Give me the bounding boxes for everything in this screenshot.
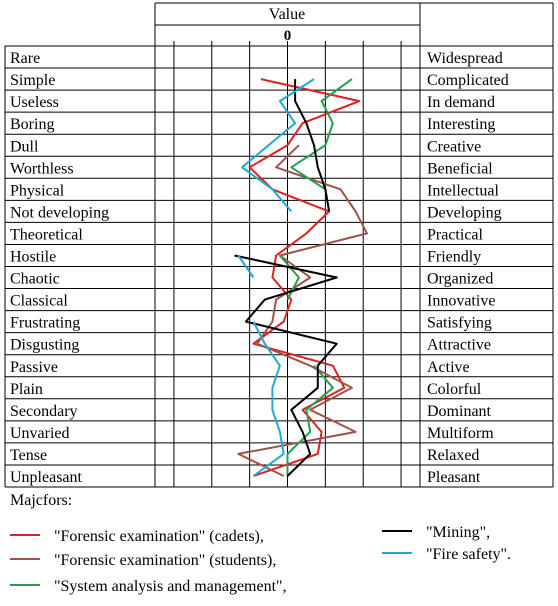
row-label-left: Physical — [10, 182, 65, 199]
series-line-3 — [294, 79, 331, 212]
row-label-left: Unpleasant — [10, 469, 83, 486]
legend-label: "System analysis and management", — [54, 578, 287, 595]
series-line-0 — [248, 78, 361, 477]
series-line-2 — [290, 78, 353, 191]
row-labels: Rare Widespread Simple Complicated Useless In… — [10, 50, 509, 486]
row-label-right: Pleasant — [427, 469, 481, 486]
row-label-left: Worthless — [10, 160, 74, 177]
row-label-right: Active — [427, 359, 470, 376]
series-line-1 — [237, 144, 368, 477]
zero-tick-label: 0 — [284, 28, 292, 44]
legend-label: "Mining", — [426, 524, 491, 541]
legend-swatch — [10, 534, 40, 537]
row-label-right: Complicated — [427, 72, 509, 89]
row-label-right: Attractive — [427, 337, 491, 354]
row-label-left: Plain — [10, 381, 43, 398]
row-label-right: Innovative — [427, 293, 495, 310]
row-label-left: Unvaried — [10, 425, 70, 442]
row-label-right: Friendly — [427, 249, 481, 266]
chart: Value 0 Rare Widespread Simple Complicated U… — [4, 2, 554, 488]
row-label-right: Organized — [427, 271, 493, 288]
legend-entry: "Forensic examination" (students), — [10, 552, 276, 570]
legend-swatch — [10, 558, 40, 561]
row-label-right: Relaxed — [427, 447, 479, 464]
row-label-left: Simple — [10, 72, 55, 89]
series-line-4 — [241, 78, 315, 213]
row-label-right: Colorful — [427, 381, 482, 398]
row-label-left: Frustrating — [10, 315, 80, 332]
row-label-left: Passive — [10, 359, 58, 376]
legend-entry: "Mining", — [382, 524, 490, 542]
row-label-right: Intellectual — [427, 182, 500, 199]
row-label-right: Dominant — [427, 403, 492, 420]
row-label-left: Secondary — [10, 403, 78, 420]
legend: Majcfors: "Forensic examination" (cadets… — [10, 492, 550, 602]
row-label-right: Developing — [427, 204, 502, 221]
row-label-left: Chaotic — [10, 271, 60, 288]
row-label-left: Rare — [10, 50, 40, 67]
row-label-left: Not developing — [10, 204, 109, 221]
row-label-right: Widespread — [427, 50, 503, 67]
series-lines — [234, 78, 368, 477]
row-label-right: Beneficial — [427, 160, 493, 177]
row-label-right: Multiform — [427, 425, 494, 442]
legend-label: "Forensic examination" (students), — [54, 552, 277, 569]
series-line-3 — [234, 254, 338, 477]
row-label-left: Useless — [10, 94, 59, 111]
legend-swatch — [10, 584, 40, 587]
legend-label: "Fire safety". — [426, 546, 512, 563]
row-label-left: Dull — [10, 138, 39, 155]
row-label-left: Boring — [10, 116, 54, 133]
row-label-right: In demand — [427, 94, 495, 111]
row-label-left: Disgusting — [10, 337, 79, 354]
row-label-left: Classical — [10, 293, 68, 310]
row-label-left: Hostile — [10, 249, 56, 266]
row-label-right: Practical — [427, 226, 484, 243]
row-label-right: Creative — [427, 138, 481, 155]
chart-grid — [4, 2, 554, 488]
row-label-right: Interesting — [427, 116, 495, 133]
series-line-4 — [237, 254, 255, 279]
row-label-left: Theoretical — [10, 226, 83, 243]
legend-title: Majcfors: — [10, 492, 73, 509]
legend-label: "Forensic examination" (cadets), — [54, 528, 264, 545]
legend-entry: "Forensic examination" (cadets), — [10, 528, 264, 546]
row-label-right: Satisfying — [427, 315, 492, 332]
legend-entry: "System analysis and management", — [10, 578, 287, 596]
legend-entry: "Fire safety". — [382, 546, 511, 564]
row-label-left: Tense — [10, 447, 47, 464]
legend-swatch — [382, 552, 412, 555]
value-header: Value — [269, 6, 305, 23]
series-line-4 — [252, 321, 285, 477]
legend-swatch — [382, 530, 412, 533]
series-line-2 — [286, 365, 334, 476]
